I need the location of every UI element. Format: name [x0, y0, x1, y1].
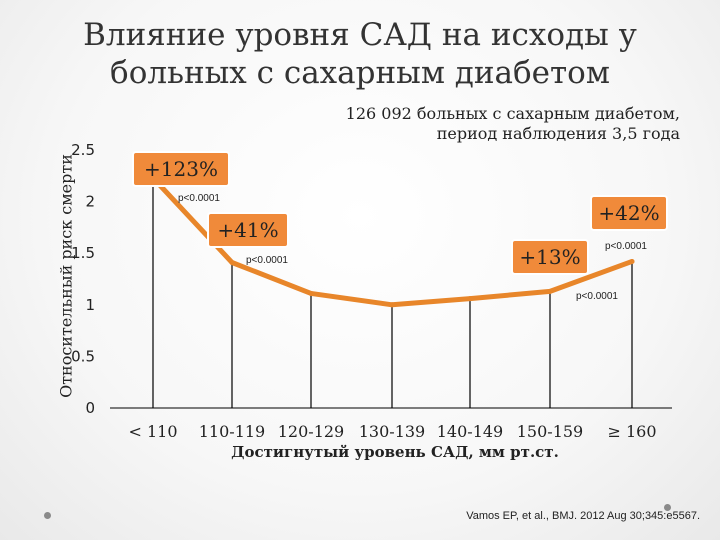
y-tick-label: 0	[85, 399, 95, 417]
x-tick-label: 140-149	[437, 422, 503, 441]
annotation-percent: +123%	[144, 157, 218, 181]
y-tick-label: 1	[85, 296, 95, 314]
data-point	[547, 288, 553, 294]
annotation-badge	[207, 212, 289, 248]
y-tick-label: 2.5	[71, 141, 95, 159]
data-point	[629, 258, 635, 264]
subtitle-line-2: период наблюдения 3,5 года	[436, 124, 680, 143]
bullet-dot-left	[44, 512, 51, 519]
title-line-1: Влияние уровня САД на исходы у	[83, 17, 637, 53]
x-tick-label: < 110	[128, 422, 177, 441]
y-tick-label: 0.5	[71, 347, 95, 365]
bullet-dot-right	[664, 504, 671, 511]
p-value-label: p<0.0001	[246, 255, 288, 266]
annotation-percent: +42%	[598, 201, 659, 225]
y-tick-label: 2	[85, 193, 95, 211]
y-tick-label: 1.5	[71, 244, 95, 262]
p-value-label: p<0.0001	[576, 291, 618, 302]
data-point	[229, 259, 235, 265]
chart-subtitle: 126 092 больных с сахарным диабетом, пер…	[280, 104, 680, 144]
annotation-badge	[132, 151, 230, 187]
x-tick-label: 110-119	[199, 422, 265, 441]
subtitle-line-1: 126 092 больных с сахарным диабетом,	[345, 104, 680, 123]
p-value-label: p<0.0001	[605, 241, 647, 252]
data-point	[389, 302, 395, 308]
data-point	[308, 290, 314, 296]
x-tick-label: ≥ 160	[607, 422, 656, 441]
x-tick-label: 130-139	[359, 422, 425, 441]
annotation-badge	[590, 195, 668, 231]
citation: Vamos EP, et al., BMJ. 2012 Aug 30;345:e…	[466, 510, 700, 522]
p-value-label: p<0.0001	[178, 193, 220, 204]
annotation-badge	[511, 239, 589, 275]
x-tick-label: 150-159	[517, 422, 583, 441]
x-tick-label: 120-129	[278, 422, 344, 441]
slide-title: Влияние уровня САД на исходы у больных с…	[60, 16, 660, 92]
title-line-2: больных с сахарным диабетом	[110, 55, 610, 91]
data-point	[467, 296, 473, 302]
annotation-percent: +13%	[519, 245, 580, 269]
x-axis-label: Достигнутый уровень САД, мм рт.ст.	[231, 443, 559, 461]
annotation-percent: +41%	[217, 218, 278, 242]
